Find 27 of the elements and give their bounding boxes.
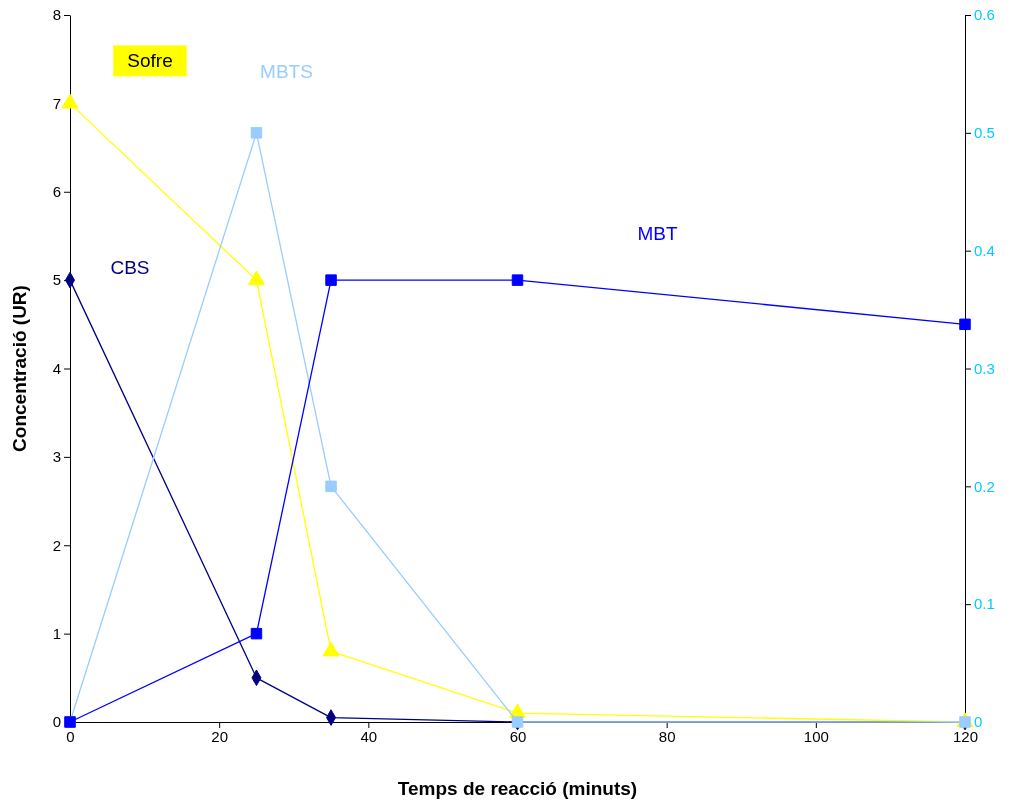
- x-tick-label: 40: [360, 727, 378, 745]
- y-axis-title: Concentració (UR): [9, 285, 30, 452]
- y-tick-label: 1: [52, 624, 61, 642]
- text: MBT: [637, 223, 678, 245]
- text: Sofre: [127, 50, 173, 72]
- y2-tick-label: 0.1: [974, 595, 995, 613]
- y-tick-label: 4: [52, 359, 61, 377]
- y-tick-label: 6: [52, 183, 61, 201]
- y2-tick-label: 0.2: [974, 477, 995, 495]
- x-tick-label: 100: [803, 727, 829, 745]
- x-axis-title: Temps de reacció (minuts): [397, 778, 638, 799]
- x-tick-label: 80: [658, 727, 676, 745]
- x-tick-label: 20: [211, 727, 229, 745]
- series-label: CBS: [110, 257, 150, 279]
- y2-tick-label: 0.4: [974, 241, 995, 259]
- y-tick-label: 8: [52, 6, 61, 24]
- x-tick-label: 0: [66, 727, 75, 745]
- y-tick-label: 0: [52, 713, 61, 731]
- text: MBTS: [260, 60, 313, 82]
- y-tick-label: 2: [52, 536, 61, 554]
- y2-tick-label: 0.5: [974, 124, 995, 142]
- x-tick-label: 60: [509, 727, 527, 745]
- y-tick-label: 3: [52, 448, 61, 466]
- y-tick-label: 7: [52, 94, 61, 112]
- y2-tick-label: 0.3: [974, 359, 995, 377]
- y2-tick-label: 0.6: [974, 6, 995, 24]
- y-tick-label: 5: [52, 271, 61, 289]
